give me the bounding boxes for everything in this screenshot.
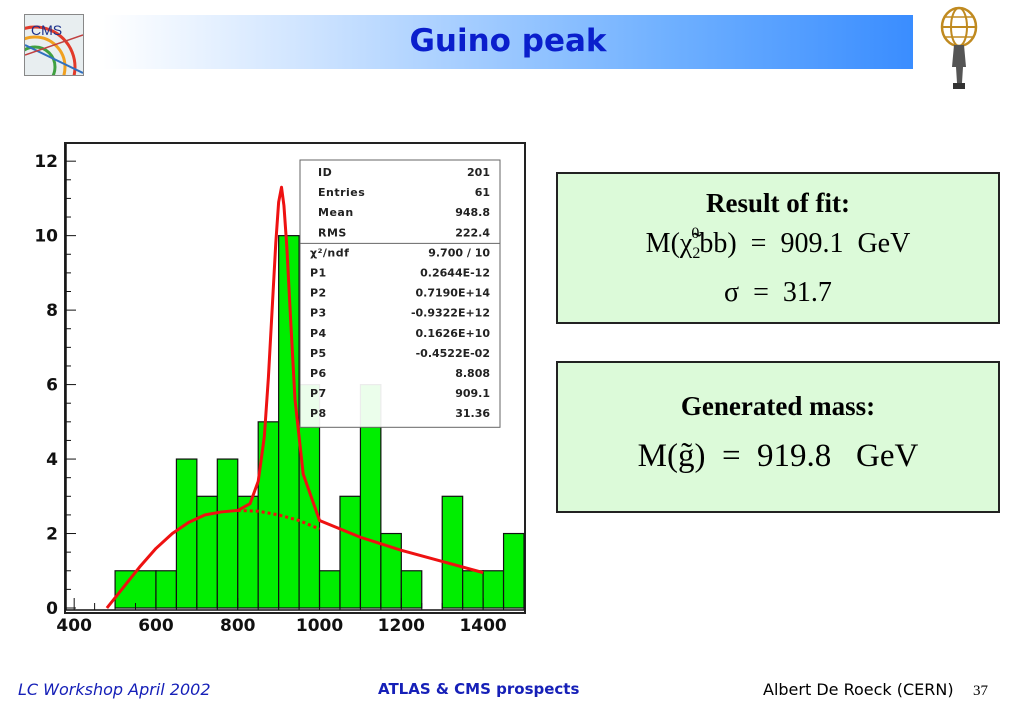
chi-symbol: χ̃ bbox=[679, 228, 693, 259]
stats-value: -0.4522E-02 bbox=[416, 347, 490, 360]
fit-result-title: Result of fit: bbox=[706, 188, 850, 218]
chi-superscript: 0 bbox=[691, 225, 700, 242]
footer-event: LC Workshop April 2002 bbox=[18, 680, 211, 699]
histogram-bar bbox=[502, 532, 525, 609]
x-tick-label: 1200 bbox=[378, 616, 425, 636]
background-curve bbox=[237, 508, 321, 531]
histogram-plot: ID 201 Entries 61 Mean 948.8 RMS 222.4 χ²/ndf 9.7… bbox=[0, 138, 530, 638]
stats-value: 31.36 bbox=[455, 407, 490, 420]
footer-author: Albert De Roeck (CERN) bbox=[763, 680, 954, 699]
stats-label: P7 bbox=[310, 387, 327, 400]
y-tick-label: 2 bbox=[46, 525, 58, 545]
axes: 400 600 800 1000 1200 1400 0 2 4 6 8 10 12 bbox=[34, 144, 525, 636]
stats-box-frame bbox=[299, 159, 501, 428]
stats-value: 61 bbox=[475, 186, 490, 199]
fit-result-box: Result of fit: M(χ̃2 0bb) = 909.1 GeV σ =… bbox=[556, 172, 1000, 324]
stats-value: 948.8 bbox=[455, 206, 490, 219]
stats-label: P5 bbox=[310, 347, 327, 360]
y-tick-label: 0 bbox=[46, 599, 58, 619]
histogram-bar bbox=[462, 570, 484, 609]
stats-label: P6 bbox=[310, 367, 327, 380]
page-number: 37 bbox=[973, 683, 988, 699]
stats-label: χ²/ndf bbox=[310, 246, 349, 259]
histogram-bar bbox=[155, 570, 178, 609]
cms-logo: CMS bbox=[24, 14, 84, 76]
stats-label: P8 bbox=[310, 407, 327, 420]
stats-value: 8.808 bbox=[455, 367, 490, 380]
stats-value: 0.7190E+14 bbox=[416, 287, 491, 300]
histogram-bar bbox=[400, 570, 423, 609]
chi-subscript: 2 bbox=[692, 245, 701, 262]
y-tick-label: 10 bbox=[34, 227, 58, 247]
generated-mass-box: Generated mass: M(g̃) = 919.8 GeV bbox=[556, 361, 1000, 513]
y-tick-label: 12 bbox=[34, 152, 58, 172]
x-tick-label: 1000 bbox=[296, 616, 343, 636]
histogram-bar bbox=[482, 570, 505, 609]
stats-label: RMS bbox=[318, 226, 347, 239]
stats-label: P1 bbox=[310, 267, 327, 280]
x-tick-label: 400 bbox=[56, 616, 92, 636]
stats-value: 909.1 bbox=[455, 387, 490, 400]
histogram-bar bbox=[339, 495, 362, 609]
histogram-bars bbox=[114, 235, 525, 609]
stats-label: P2 bbox=[310, 287, 327, 300]
histogram-bar bbox=[175, 458, 198, 609]
stats-label: P4 bbox=[310, 327, 327, 340]
stats-label: Mean bbox=[318, 206, 354, 219]
stats-box: ID 201 Entries 61 Mean 948.8 RMS 222.4 χ²/ndf 9.7… bbox=[299, 159, 501, 428]
stats-value: 0.2644E-12 bbox=[420, 267, 490, 280]
y-tick-label: 4 bbox=[46, 450, 58, 470]
generated-title: Generated mass: bbox=[680, 391, 876, 421]
fit-curves bbox=[105, 185, 484, 609]
stats-value: 222.4 bbox=[455, 226, 490, 239]
histogram-bar bbox=[216, 458, 239, 609]
histogram-bar bbox=[441, 495, 464, 609]
stats-label: Entries bbox=[318, 186, 365, 199]
mass-prefix: M( bbox=[645, 228, 680, 259]
x-tick-label: 800 bbox=[220, 616, 256, 636]
mass-suffix: bb) = 909.1 GeV bbox=[699, 228, 911, 259]
y-tick-label: 8 bbox=[46, 301, 58, 321]
fit-sigma: σ = 31.7 bbox=[724, 277, 832, 308]
footer-title: ATLAS & CMS prospects bbox=[378, 680, 580, 698]
x-tick-label: 600 bbox=[138, 616, 174, 636]
cms-logo-text: CMS bbox=[31, 22, 62, 38]
stats-value: 0.1626E+10 bbox=[416, 327, 491, 340]
stats-value: -0.9322E+12 bbox=[411, 307, 490, 320]
y-tick-label: 6 bbox=[46, 376, 58, 396]
histogram-bar bbox=[318, 570, 341, 609]
fit-mass-equation: M(χ̃2 0bb) = 909.1 GeV bbox=[558, 225, 998, 263]
x-tick-label: 1400 bbox=[459, 616, 506, 636]
atlas-logo bbox=[938, 5, 980, 91]
stats-label: P3 bbox=[310, 307, 327, 320]
fit-curve bbox=[105, 185, 484, 609]
title-bar: Guino peak bbox=[103, 15, 913, 69]
stats-value: 9.700 / 10 bbox=[428, 246, 490, 259]
stats-label: ID bbox=[318, 166, 332, 179]
histogram-bar bbox=[237, 495, 259, 609]
stats-value: 201 bbox=[467, 166, 490, 179]
slide-title: Guino peak bbox=[409, 23, 607, 59]
generated-equation: M(g̃) = 919.8 GeV bbox=[637, 438, 919, 474]
